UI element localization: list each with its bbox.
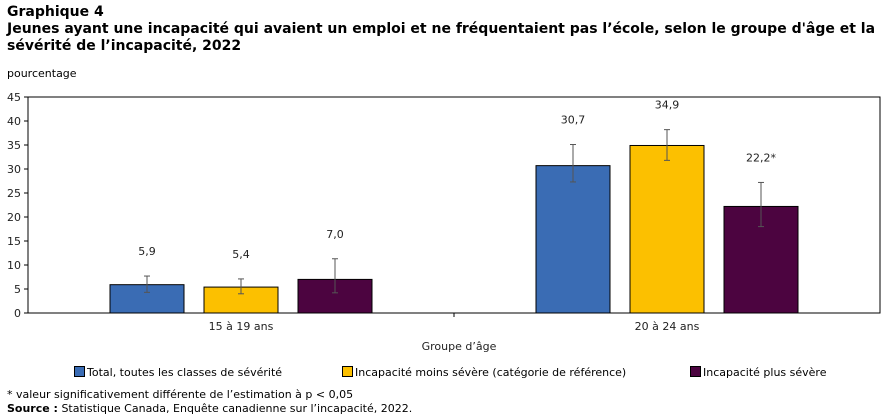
source-note: Source : Statistique Canada, Enquête can… <box>7 402 412 415</box>
chart-title: Jeunes ayant une incapacité qui avaient … <box>7 21 876 54</box>
legend-item-total: Total, toutes les classes de sévérité <box>74 366 282 379</box>
y-tick-label: 0 <box>14 307 21 320</box>
y-tick-label: 15 <box>7 235 21 248</box>
legend-label-moins-severe: Incapacité moins sévère (catégorie de ré… <box>355 366 627 379</box>
y-tick-label: 35 <box>7 139 21 152</box>
data-label: 22,2* <box>746 151 776 164</box>
bar <box>629 144 705 314</box>
x-tick-label: 15 à 19 ans <box>209 320 274 333</box>
bar <box>535 165 611 314</box>
legend-item-plus-severe: Incapacité plus sévère <box>690 366 826 379</box>
y-axis-unit-label: pourcentage <box>7 67 77 80</box>
legend-label-plus-severe: Incapacité plus sévère <box>703 366 827 379</box>
data-label: 7,0 <box>326 228 344 241</box>
data-label: 5,4 <box>232 248 250 261</box>
legend-swatch-plus-severe <box>690 366 701 377</box>
y-tick-label: 25 <box>7 187 21 200</box>
legend-label-total: Total, toutes les classes de sévérité <box>87 366 283 379</box>
y-tick-label: 5 <box>14 283 21 296</box>
y-tick-label: 30 <box>7 163 21 176</box>
data-label: 5,9 <box>138 245 156 258</box>
legend-swatch-total <box>74 366 85 377</box>
y-tick-label: 10 <box>7 259 21 272</box>
legend-swatch-moins-severe <box>342 366 353 377</box>
data-label: 34,9 <box>655 99 680 112</box>
source-label: Source : <box>7 402 58 415</box>
data-label: 30,7 <box>561 114 586 127</box>
y-tick-label: 40 <box>7 115 21 128</box>
y-tick-label: 45 <box>7 91 21 104</box>
figure-label: Graphique 4 <box>7 4 104 20</box>
chart-header: Graphique 4 Jeunes ayant une incapacité … <box>7 4 887 55</box>
y-tick-label: 20 <box>7 211 21 224</box>
x-axis-title: Groupe d’âge <box>422 340 497 353</box>
significance-note: * valeur significativement différente de… <box>7 388 354 401</box>
source-text: Statistique Canada, Enquête canadienne s… <box>57 402 413 415</box>
x-tick-label: 20 à 24 ans <box>635 320 700 333</box>
legend-item-moins-severe: Incapacité moins sévère (catégorie de ré… <box>342 366 626 379</box>
